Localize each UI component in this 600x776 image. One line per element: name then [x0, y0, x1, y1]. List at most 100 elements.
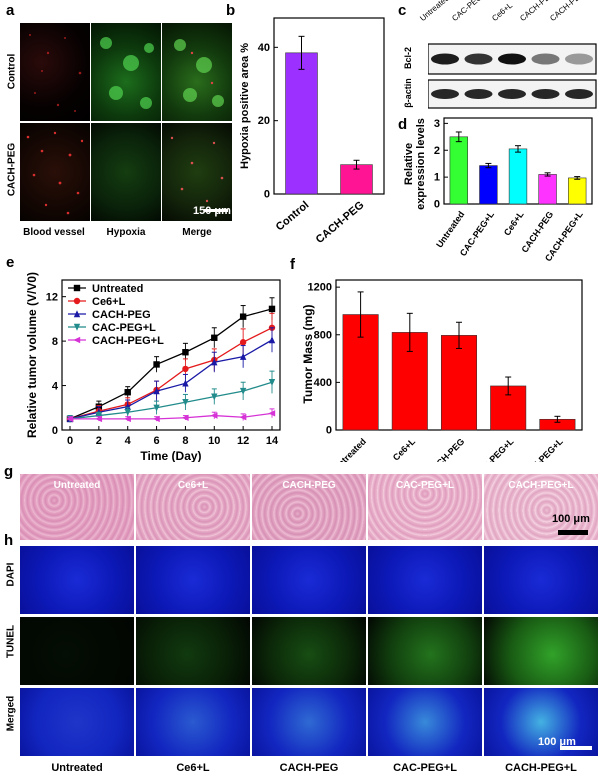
tunel-tile	[20, 617, 134, 685]
data-point	[153, 387, 160, 395]
data-point	[153, 361, 160, 368]
panel-letter-d: d	[398, 116, 408, 133]
y-tick-label: 0	[264, 189, 270, 201]
plot-frame	[273, 17, 385, 195]
x-category-label: Ce6+L	[391, 436, 418, 462]
x-category-label: CACH-PEG	[314, 199, 367, 246]
y-tick-label: 0	[326, 425, 332, 437]
y-axis-label: expression levels	[415, 118, 427, 210]
series-line	[69, 381, 273, 420]
data-point	[182, 379, 189, 387]
scalebar	[204, 209, 228, 212]
band-bcl2	[565, 53, 593, 65]
band-bcl2	[431, 53, 459, 65]
data-point	[124, 389, 131, 396]
data-point	[73, 323, 81, 331]
bar	[568, 177, 587, 205]
he-label: Ce6+L	[177, 480, 209, 491]
x-axis-label: Time (Day)	[140, 449, 201, 462]
legend-label: Ce6+L	[92, 296, 126, 308]
data-point	[152, 415, 160, 423]
data-point	[66, 415, 74, 423]
data-point	[181, 414, 189, 421]
data-point	[73, 297, 81, 305]
chart-e: 0 4 8 12 0 2 4 6 8 10 12 14 Time (Day) Relative tumor…	[25, 272, 281, 462]
data-point	[95, 415, 103, 423]
he-tile-cach-peg	[252, 474, 366, 540]
data-point	[211, 393, 218, 401]
y-axis-label: Relative	[403, 143, 415, 185]
panel-h-row-label-dapi: DAPI	[5, 562, 17, 587]
tunel-tile	[252, 617, 366, 685]
y-tick-label: 8	[52, 336, 58, 348]
data-point	[182, 365, 189, 373]
x-tick-label: 4	[125, 435, 132, 447]
y-axis-label: Hypoxia positive area %	[239, 43, 251, 169]
plot-frame	[61, 279, 281, 431]
blot-lane-label: Ce6+L	[490, 0, 515, 24]
hypoxia-blobs	[100, 37, 154, 109]
data-point	[73, 284, 81, 292]
tunel-tile	[484, 617, 598, 685]
data-point	[210, 412, 218, 419]
y-tick-label: 1200	[308, 282, 332, 294]
x-category-label: CACH-PEG	[425, 436, 466, 462]
data-point	[124, 415, 131, 423]
panel-letter-f: f	[290, 256, 295, 273]
bottom-label: Untreated	[51, 762, 103, 774]
series-cac-peg-l	[66, 370, 276, 423]
data-point	[211, 334, 218, 341]
merged-tile	[136, 688, 250, 756]
y-tick-label: 40	[258, 42, 270, 54]
dapi-tile	[484, 546, 598, 614]
western-blot	[428, 43, 597, 109]
x-category-label: CAC-PEG+L	[472, 436, 516, 462]
band-actin	[464, 89, 493, 99]
he-label: CAC-PEG+L	[395, 480, 455, 491]
data-point	[124, 409, 131, 416]
he-tile-cach-peg-l	[484, 474, 598, 540]
blot-band-label-bcl2: Bcl-2	[403, 47, 413, 70]
merged-tile	[252, 688, 366, 756]
data-point	[239, 339, 247, 346]
x-category-label: Untreated	[434, 209, 466, 249]
y-axis-label: Relative tumor volume (V/V0)	[25, 272, 39, 438]
micro-control-blood-vessel	[20, 23, 90, 121]
he-label: CACH-PEG+L	[508, 480, 574, 491]
data-point	[268, 410, 276, 417]
x-tick-label: 0	[67, 435, 73, 447]
panel-h-scalebar-label: 100 μm	[538, 736, 576, 748]
data-point	[239, 387, 247, 395]
y-tick-label: 400	[314, 377, 332, 389]
panel-a-col-blood-vessel: Blood vessel	[23, 227, 85, 238]
panel-a-col-hypoxia: Hypoxia	[106, 227, 146, 238]
x-tick-label: 8	[182, 435, 188, 447]
x-category-label: Ce6+L	[502, 209, 526, 237]
y-tick-label: 20	[258, 115, 270, 127]
he-tile-ce6-l	[136, 474, 250, 540]
merged-tile	[484, 688, 598, 756]
blot-band-label-actin: β-actin	[403, 78, 413, 108]
data-point	[268, 336, 276, 344]
x-tick-label: 14	[266, 435, 279, 447]
band-actin	[431, 89, 459, 99]
data-point	[268, 379, 276, 386]
data-point	[239, 352, 247, 360]
band-actin	[498, 89, 526, 99]
panel-a-scalebar-label: 150 μm	[193, 205, 231, 217]
data-point	[268, 305, 276, 313]
scalebar	[560, 746, 592, 750]
micro-cach-hypoxia	[91, 123, 161, 221]
series-line	[70, 412, 273, 420]
micro-control-hypoxia	[91, 23, 161, 121]
data-point	[73, 310, 81, 318]
series-line	[69, 339, 273, 420]
micro-cach-merge	[162, 123, 232, 221]
panel-h-row-label-merged: Merged	[5, 695, 17, 732]
tunel-tile	[368, 617, 482, 685]
vessel-dots	[26, 131, 84, 215]
micro-cach-blood-vessel	[20, 123, 90, 221]
merged-tile	[368, 688, 482, 756]
panel-a-row-label-control: Control	[6, 53, 18, 90]
scalebar	[558, 530, 588, 535]
